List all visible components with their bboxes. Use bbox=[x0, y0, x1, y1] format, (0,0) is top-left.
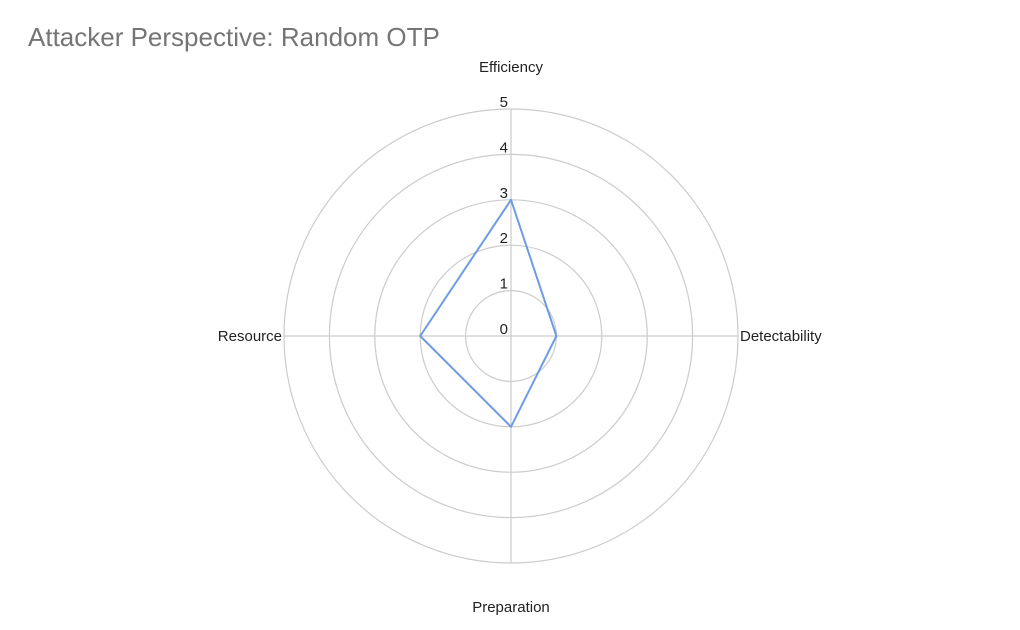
axis-label-detectability: Detectability bbox=[740, 328, 822, 345]
tick-label-5: 5 bbox=[500, 94, 508, 111]
chart-title: Attacker Perspective: Random OTP bbox=[28, 22, 440, 52]
tick-label-4: 4 bbox=[500, 139, 508, 156]
axis-labels: Efficiency Detectability Preparation Resour… bbox=[218, 59, 822, 616]
tick-label-1: 1 bbox=[500, 276, 508, 293]
axis-label-resource: Resource bbox=[218, 328, 282, 345]
tick-label-2: 2 bbox=[500, 230, 508, 247]
tick-labels: 0 1 2 3 4 5 bbox=[500, 94, 508, 338]
grid-spokes bbox=[284, 109, 738, 563]
tick-label-0: 0 bbox=[500, 321, 508, 338]
series-layer bbox=[419, 198, 558, 428]
axis-label-preparation: Preparation bbox=[472, 599, 550, 616]
tick-label-3: 3 bbox=[500, 185, 508, 202]
axis-label-efficiency: Efficiency bbox=[479, 59, 543, 76]
